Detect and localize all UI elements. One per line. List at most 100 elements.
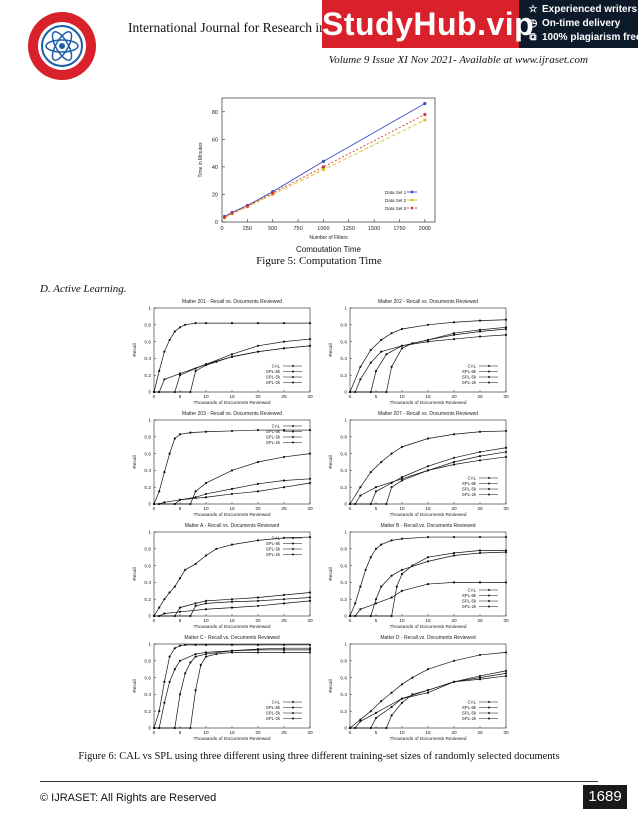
data-point: [390, 574, 393, 577]
ad-banner[interactable]: StudyHub.vip ☆ Experienced writers ◷ On-ti…: [322, 0, 638, 48]
data-point: [369, 556, 372, 559]
data-point: [354, 726, 357, 730]
legend-label: CAL: [468, 476, 477, 481]
computation-time-chart: 0 250 500 750 1000 1250 1500 1750 2000 0 20 40 60 80 N…: [198, 97, 436, 252]
x-tick-label: 15: [229, 506, 235, 512]
data-point: [163, 350, 166, 353]
data-point: [504, 672, 508, 675]
data-point: [380, 338, 383, 342]
legend-label: Data Set 1: [385, 190, 407, 195]
data-point: [173, 726, 176, 730]
data-point: [168, 452, 171, 455]
legend-marker: [488, 376, 490, 378]
data-point: [163, 612, 166, 615]
data-point: [282, 340, 286, 343]
data-point: [163, 701, 166, 704]
x-tick-label: 25: [477, 506, 483, 512]
legend-label: SPL-5k: [462, 487, 477, 492]
series-line: [153, 536, 311, 617]
x-tick-label: 10: [399, 506, 405, 512]
data-point: [504, 327, 508, 331]
y-axis-label: Time in Minutes: [198, 142, 204, 178]
y-axis-label: Recall: [132, 679, 138, 692]
data-point: [426, 323, 430, 326]
data-point: [256, 643, 260, 646]
legend-label: SPL-8k: [462, 369, 477, 374]
y-tick-label: 0.2: [340, 485, 347, 491]
data-point: [204, 651, 208, 654]
y-tick-label: 0: [344, 390, 347, 396]
legend-marker: [488, 600, 490, 602]
x-tick-label: 5: [179, 618, 182, 624]
data-point: [256, 490, 260, 493]
legend-marker: [410, 190, 414, 194]
legend-label: SPL-5k: [462, 711, 477, 716]
legend-marker: [292, 537, 294, 539]
data-point: [158, 390, 161, 394]
data-point: [173, 585, 176, 588]
data-point: [204, 602, 208, 605]
x-tick-label: 1250: [343, 226, 355, 232]
x-tick-label: 1750: [393, 226, 405, 232]
data-point: [184, 568, 187, 571]
legend-label: SPL-8k: [462, 705, 477, 710]
panel-title: Matter A - Recall vs. Documents Reviewed: [185, 523, 280, 529]
y-tick-label: 1: [344, 642, 347, 648]
data-point: [194, 604, 197, 608]
legend-label: SPL-8k: [266, 541, 281, 546]
data-point: [282, 647, 286, 650]
data-point: [184, 672, 187, 675]
x-tick-label: 20: [255, 506, 261, 512]
data-point: [168, 338, 171, 342]
legend-label: CAL: [468, 364, 477, 369]
series-line: [154, 345, 311, 393]
data-point: [194, 689, 197, 692]
data-point: [178, 610, 182, 613]
data-point: [158, 502, 161, 506]
data-point: [163, 378, 166, 381]
data-point: [369, 502, 372, 506]
data-point: [374, 716, 378, 720]
legend-marker: [292, 542, 294, 545]
data-point: [282, 455, 286, 459]
data-point: [308, 651, 312, 654]
y-tick-label: 80: [212, 110, 218, 116]
data-point: [478, 551, 482, 555]
x-axis-label: Thousands of Documents Reviewed: [389, 624, 466, 630]
data-point: [282, 486, 286, 489]
data-point: [178, 498, 182, 501]
data-point: [173, 390, 176, 394]
data-point: [173, 668, 176, 671]
ad-brand[interactable]: StudyHub.vip: [322, 0, 534, 48]
data-point: [504, 446, 508, 449]
y-tick-label: 40: [212, 165, 218, 171]
series-line: [350, 582, 506, 617]
data-point: [282, 593, 286, 597]
series-line: [154, 453, 311, 505]
series-line: [154, 597, 311, 617]
data-point: [199, 663, 202, 667]
x-tick-label: 25: [281, 618, 287, 624]
y-axis-label: Recall: [328, 567, 334, 580]
x-tick-label: 5: [375, 506, 378, 512]
legend-label: Data Set 3: [385, 206, 407, 211]
data-point: [369, 726, 372, 730]
legend-marker: [488, 605, 490, 608]
series-line: [153, 429, 310, 505]
data-point: [390, 596, 393, 599]
data-point: [282, 428, 286, 432]
data-point: [194, 490, 197, 493]
y-tick-label: 0.4: [144, 580, 151, 586]
data-point: [189, 390, 192, 394]
legend-label: SPL-2k: [266, 380, 281, 385]
data-point: [359, 486, 362, 489]
legend-label: SPL-2k: [462, 492, 477, 497]
series-line: [350, 551, 507, 617]
data-point: [504, 669, 508, 672]
data-point: [478, 335, 482, 338]
data-point: [194, 652, 197, 656]
data-point: [374, 369, 378, 373]
legend-label: CAL: [468, 700, 477, 705]
x-tick-label: 15: [425, 618, 431, 624]
data-point: [194, 322, 197, 325]
